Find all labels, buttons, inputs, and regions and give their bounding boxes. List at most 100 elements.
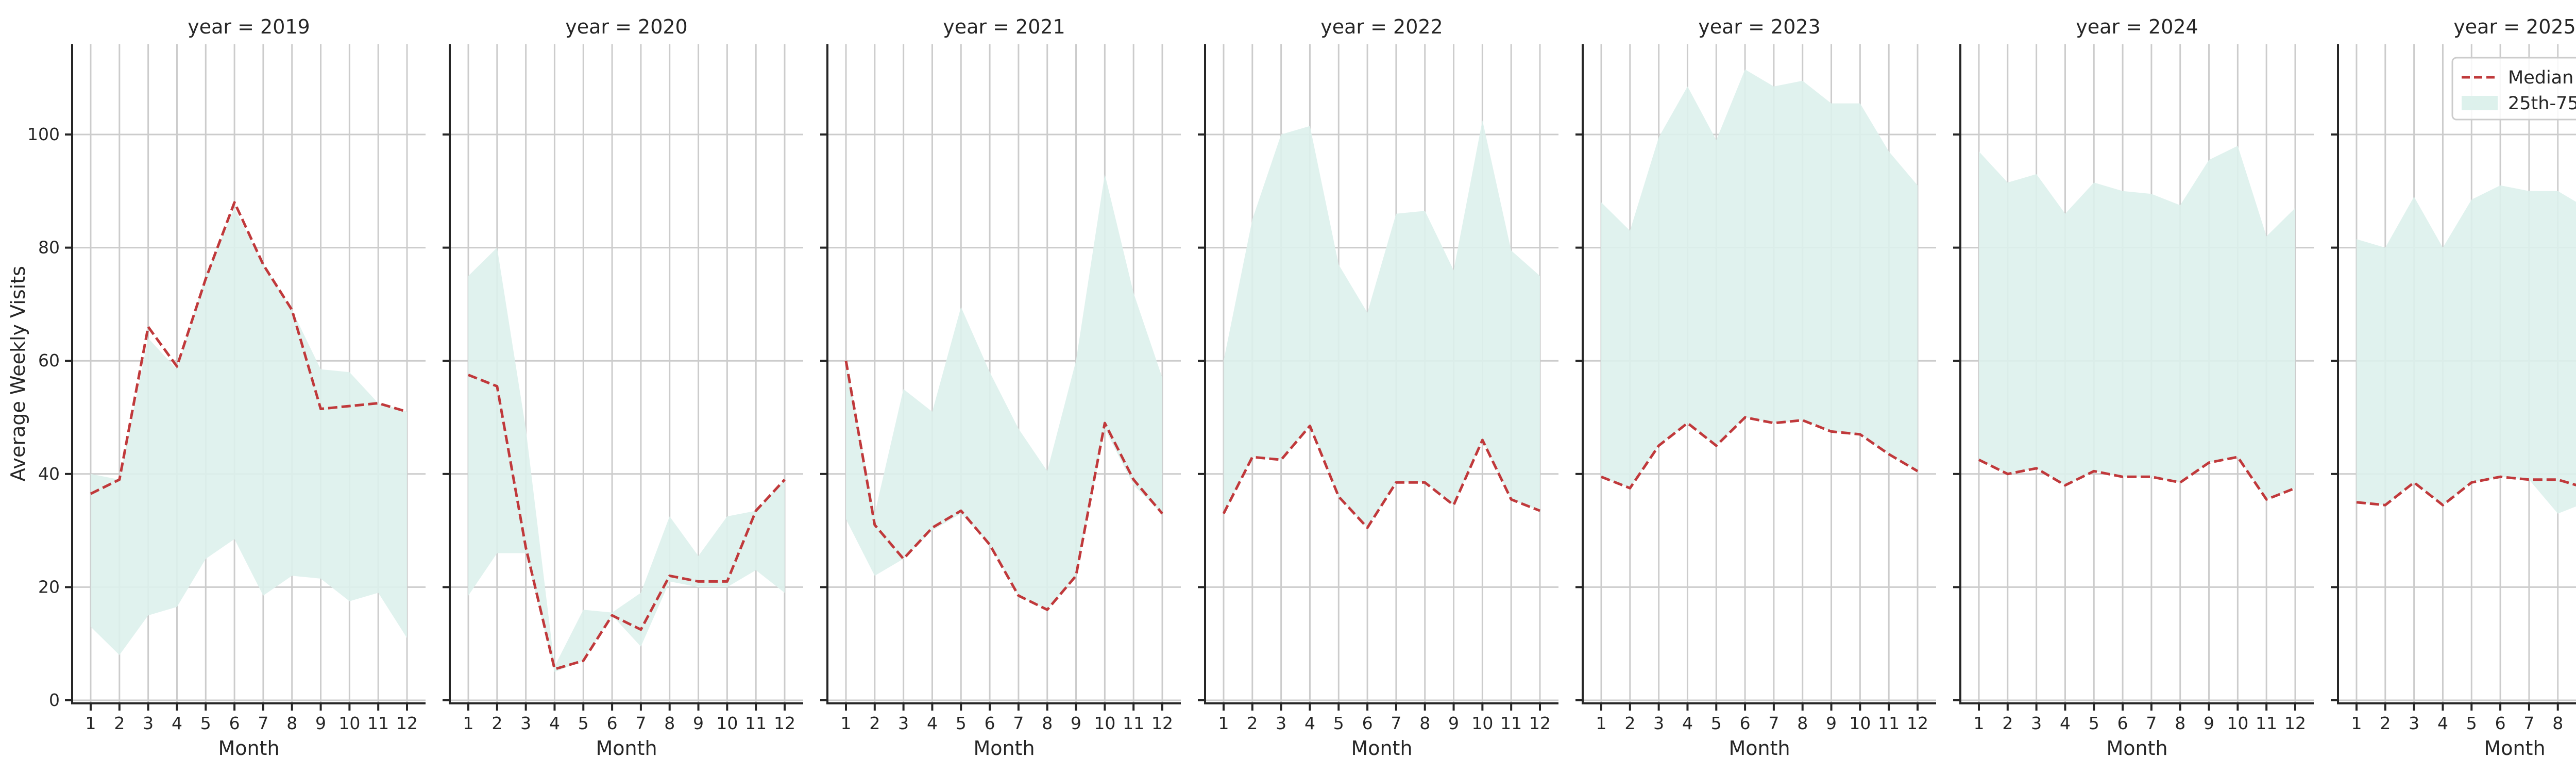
median-point bbox=[2556, 478, 2560, 481]
median-point bbox=[2208, 461, 2211, 464]
y-tick-label: 20 bbox=[38, 577, 60, 597]
median-point bbox=[2470, 481, 2473, 484]
median-point bbox=[1629, 486, 1632, 490]
median-point bbox=[988, 543, 991, 546]
x-tick-label: 12 bbox=[1529, 713, 1551, 733]
panel-title: year = 2025 bbox=[2453, 15, 2575, 38]
x-tick-label: 6 bbox=[607, 713, 618, 733]
panel-title: year = 2020 bbox=[565, 15, 687, 38]
median-point bbox=[291, 308, 294, 311]
x-tick-label: 9 bbox=[1071, 713, 1081, 733]
x-tick-label: 3 bbox=[520, 713, 531, 733]
median-point bbox=[1366, 526, 1369, 529]
y-tick-label: 0 bbox=[49, 690, 60, 710]
median-point bbox=[902, 558, 905, 561]
percentile-band bbox=[468, 247, 785, 672]
x-tick-label: 4 bbox=[927, 713, 938, 733]
x-tick-label: 4 bbox=[172, 713, 182, 733]
x-tick-label: 6 bbox=[2117, 713, 2128, 733]
x-tick-label: 3 bbox=[143, 713, 154, 733]
median-point bbox=[639, 628, 642, 631]
panel-title: year = 2019 bbox=[188, 15, 310, 38]
x-tick-label: 7 bbox=[635, 713, 646, 733]
median-point bbox=[611, 614, 614, 617]
x-tick-label: 8 bbox=[2552, 713, 2563, 733]
median-line bbox=[1601, 416, 1919, 490]
x-tick-label: 4 bbox=[1682, 713, 1693, 733]
x-tick-label: 4 bbox=[2437, 713, 2448, 733]
x-tick-label: 8 bbox=[1797, 713, 1808, 733]
median-point bbox=[2121, 475, 2124, 478]
legend: Median 25th-75th Percentile bbox=[2451, 57, 2576, 121]
median-point bbox=[725, 580, 728, 583]
median-point bbox=[1830, 430, 1833, 433]
x-tick-label: 1 bbox=[1218, 713, 1229, 733]
median-point bbox=[754, 509, 757, 512]
median-point bbox=[1251, 456, 1254, 459]
x-axis-label: Month bbox=[2484, 737, 2545, 760]
x-tick-label: 12 bbox=[2284, 713, 2306, 733]
x-tick-label: 10 bbox=[338, 713, 360, 733]
median-point bbox=[1452, 503, 1455, 507]
x-tick-label: 7 bbox=[2146, 713, 2157, 733]
x-tick-label: 5 bbox=[1333, 713, 1344, 733]
x-tick-label: 10 bbox=[716, 713, 738, 733]
x-tick-label: 3 bbox=[1653, 713, 1664, 733]
median-point bbox=[2294, 486, 2297, 490]
median-point bbox=[553, 668, 556, 671]
median-point bbox=[1103, 422, 1106, 425]
median-point bbox=[1222, 512, 1225, 515]
median-point bbox=[2035, 467, 2038, 470]
median-line bbox=[1222, 425, 1540, 529]
x-tick-label: 7 bbox=[1013, 713, 1024, 733]
x-tick-label: 6 bbox=[2495, 713, 2506, 733]
y-axis-label: Average Weekly Visits bbox=[7, 266, 29, 481]
legend-swatch-band bbox=[2462, 96, 2498, 110]
median-line bbox=[1978, 456, 2296, 501]
x-tick-label: 11 bbox=[2256, 713, 2277, 733]
median-point bbox=[1481, 439, 1484, 442]
median-point bbox=[1743, 416, 1747, 419]
x-tick-label: 6 bbox=[229, 713, 240, 733]
x-tick-label: 3 bbox=[898, 713, 909, 733]
x-tick-label: 5 bbox=[1711, 713, 1722, 733]
x-tick-label: 11 bbox=[367, 713, 389, 733]
x-tick-label: 2 bbox=[869, 713, 880, 733]
x-tick-label: 2 bbox=[114, 713, 125, 733]
x-tick-label: 4 bbox=[2060, 713, 2071, 733]
median-point bbox=[233, 201, 236, 204]
x-tick-label: 6 bbox=[1362, 713, 1373, 733]
legend-label: 25th-75th Percentile bbox=[2508, 93, 2576, 114]
x-axis-label: Month bbox=[973, 737, 1035, 760]
median-point bbox=[1132, 478, 1135, 481]
x-axis-label: Month bbox=[218, 737, 279, 760]
x-tick-label: 9 bbox=[315, 713, 326, 733]
x-tick-label: 3 bbox=[1276, 713, 1286, 733]
x-axis-label: Month bbox=[1728, 737, 1790, 760]
median-line bbox=[2356, 475, 2576, 507]
x-tick-label: 9 bbox=[693, 713, 704, 733]
x-tick-label: 9 bbox=[1448, 713, 1459, 733]
median-point bbox=[377, 402, 380, 405]
median-point bbox=[1046, 608, 1049, 611]
median-point bbox=[1308, 424, 1311, 427]
median-point bbox=[1858, 433, 1861, 436]
x-tick-label: 9 bbox=[2204, 713, 2214, 733]
x-tick-label: 12 bbox=[774, 713, 795, 733]
median-point bbox=[1977, 458, 1980, 461]
median-point bbox=[2355, 501, 2358, 504]
median-point bbox=[147, 325, 150, 328]
x-tick-label: 5 bbox=[578, 713, 589, 733]
percentile-band bbox=[91, 208, 407, 655]
median-point bbox=[2092, 469, 2095, 473]
x-tick-label: 1 bbox=[841, 713, 852, 733]
panel-title: year = 2021 bbox=[943, 15, 1065, 38]
panel-title: year = 2022 bbox=[1320, 15, 1443, 38]
legend-label: Median bbox=[2508, 68, 2573, 88]
x-tick-label: 4 bbox=[1304, 713, 1315, 733]
x-tick-label: 5 bbox=[2089, 713, 2099, 733]
